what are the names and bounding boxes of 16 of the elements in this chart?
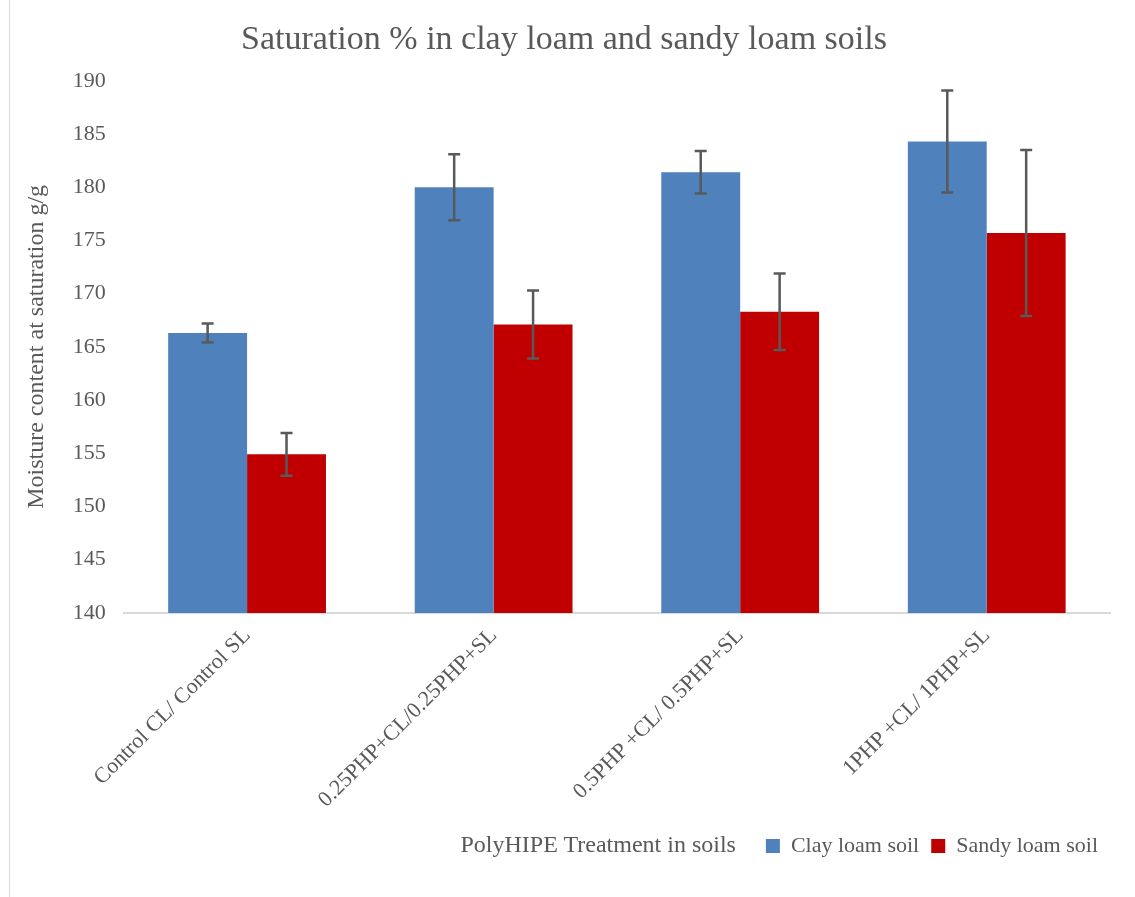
chart-title: Saturation % in clay loam and sandy loam soils — [241, 19, 887, 57]
legend-label: Sandy loam soil — [956, 831, 1099, 857]
y-tick-label: 150 — [72, 492, 106, 518]
y-tick-label: 160 — [72, 385, 106, 411]
y-tick-label: 140 — [72, 598, 106, 624]
y-tick-label: 185 — [72, 119, 106, 145]
y-tick-label: 175 — [72, 226, 106, 252]
legend-label: Clay loam soil — [790, 831, 920, 857]
y-tick-label: 170 — [72, 279, 106, 305]
y-axis-title: Moisture content at saturation g/g — [21, 184, 48, 509]
y-tick-label: 165 — [72, 332, 106, 358]
y-tick-label: 145 — [72, 545, 106, 571]
y-tick-label: 190 — [72, 66, 106, 92]
y-tick-label: 155 — [72, 439, 106, 465]
y-tick-label: 180 — [72, 173, 106, 198]
x-axis-title: PolyHIPE Treatment in soils — [460, 831, 736, 858]
